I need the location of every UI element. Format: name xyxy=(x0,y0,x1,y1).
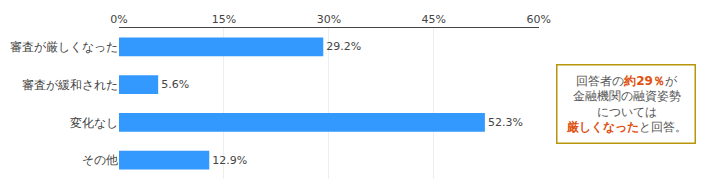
svg-text:変化なし: 変化なし xyxy=(70,116,118,130)
svg-text:回答者の約29％が金融機関の融資姿勢については厳しくなったと: 回答者の約29％が金融機関の融資姿勢については厳しくなったと回答。 xyxy=(566,74,687,135)
svg-text:5.6%: 5.6% xyxy=(161,78,189,91)
svg-text:その他: その他 xyxy=(82,153,118,167)
svg-text:審査が緩和された: 審査が緩和された xyxy=(22,78,118,92)
svg-text:60%: 60% xyxy=(527,13,551,26)
svg-text:0%: 0% xyxy=(110,13,127,26)
svg-text:45%: 45% xyxy=(422,13,446,26)
svg-text:30%: 30% xyxy=(317,13,341,26)
svg-text:29.2%: 29.2% xyxy=(326,40,361,53)
svg-text:12.9%: 12.9% xyxy=(212,154,247,167)
svg-text:審査が厳しくなった: 審査が厳しくなった xyxy=(10,40,118,54)
svg-text:52.3%: 52.3% xyxy=(488,116,523,129)
svg-text:15%: 15% xyxy=(212,13,236,26)
